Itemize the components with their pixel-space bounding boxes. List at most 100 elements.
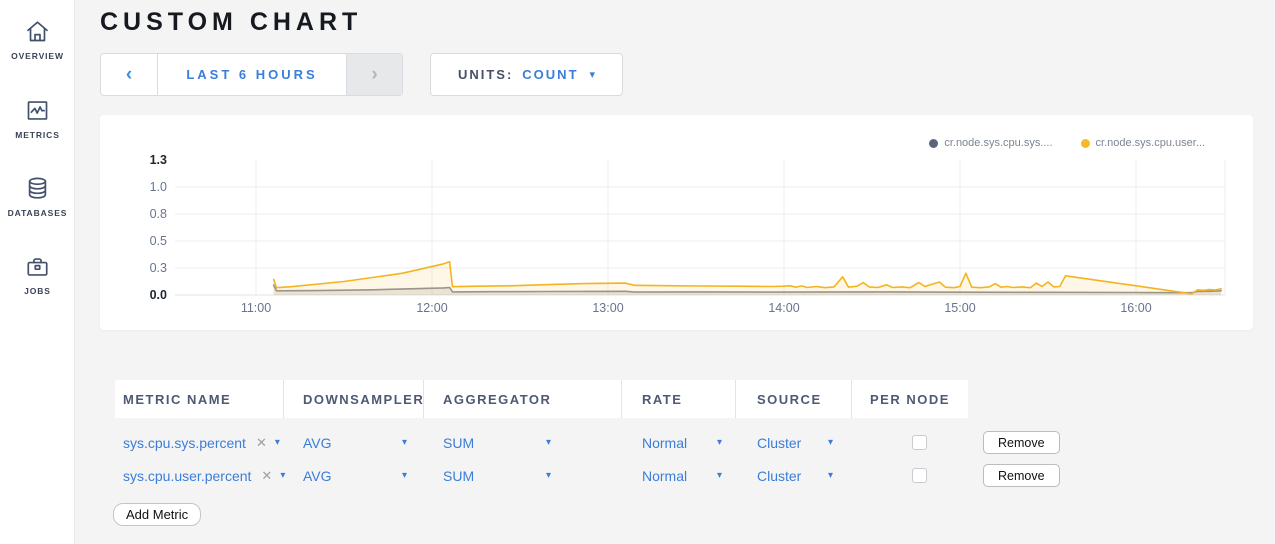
col-header-rate: RATE <box>622 380 736 418</box>
aggregator-select[interactable]: SUM ▾ <box>443 435 551 451</box>
svg-text:14:00: 14:00 <box>768 301 799 315</box>
svg-text:15:00: 15:00 <box>944 301 975 315</box>
metrics-icon <box>27 101 48 120</box>
col-header-source: SOURCE <box>736 380 852 418</box>
per-node-checkbox[interactable] <box>911 468 927 483</box>
sidebar: OVERVIEW METRICS DATABASES JOBS <box>0 0 75 544</box>
source-cell: Cluster ▾ <box>736 459 852 492</box>
source-select[interactable]: Cluster ▾ <box>757 468 833 484</box>
chevron-right-icon: › <box>371 63 378 85</box>
remove-button[interactable]: Remove <box>983 431 1060 454</box>
col-header-downsampler: DOWNSAMPLER <box>284 380 424 418</box>
units-value: COUNT <box>522 67 579 82</box>
time-range-selector: ‹ LAST 6 HOURS › <box>100 53 403 96</box>
select-value: Cluster <box>757 434 802 451</box>
table-row: sys.cpu.user.percent ✕ ▾ AVG ▾ SUM ▾ Nor… <box>115 459 1060 492</box>
select-value: Normal <box>642 467 688 484</box>
svg-text:16:00: 16:00 <box>1120 301 1151 315</box>
sidebar-item-jobs[interactable]: JOBS <box>0 253 75 296</box>
sidebar-item-label: METRICS <box>15 130 60 140</box>
metrics-table: METRIC NAME DOWNSAMPLER AGGREGATOR RATE … <box>115 380 1060 492</box>
time-range-prev-button[interactable]: ‹ <box>101 54 158 95</box>
col-header-aggregator: AGGREGATOR <box>424 380 622 418</box>
svg-text:11:00: 11:00 <box>241 301 271 315</box>
aggregator-cell: SUM ▾ <box>424 459 622 492</box>
units-label: UNITS: <box>457 67 514 82</box>
chevron-down-icon[interactable]: ▾ <box>280 470 286 481</box>
chevron-down-icon: ▾ <box>401 437 407 448</box>
sidebar-item-label: DATABASES <box>7 208 68 218</box>
remove-button[interactable]: Remove <box>983 464 1060 487</box>
select-value: AVG <box>303 434 332 451</box>
chevron-down-icon: ▾ <box>589 69 596 81</box>
svg-text:13:00: 13:00 <box>592 301 623 315</box>
units-dropdown[interactable]: UNITS: COUNT ▾ <box>430 53 623 96</box>
metric-name-select[interactable]: sys.cpu.user.percent <box>123 467 252 484</box>
sidebar-item-overview[interactable]: OVERVIEW <box>0 18 75 61</box>
time-range-next-button[interactable]: › <box>346 54 402 95</box>
downsampler-cell: AVG ▾ <box>284 426 424 459</box>
sidebar-item-label: OVERVIEW <box>11 51 64 61</box>
per-node-cell <box>852 426 968 459</box>
chevron-down-icon: ▾ <box>827 437 833 448</box>
legend-label: cr.node.sys.cpu.sys.... <box>944 137 1053 149</box>
select-value: AVG <box>303 467 332 484</box>
legend-label: cr.node.sys.cpu.user... <box>1095 137 1205 149</box>
chevron-left-icon: ‹ <box>125 63 133 85</box>
chart-panel: cr.node.sys.cpu.sys.... cr.node.sys.cpu.… <box>100 115 1253 330</box>
add-metric-button[interactable]: Add Metric <box>113 503 202 526</box>
svg-text:0.0: 0.0 <box>150 288 167 302</box>
time-range-dropdown[interactable]: LAST 6 HOURS <box>186 67 318 82</box>
svg-text:0.3: 0.3 <box>150 261 167 275</box>
chevron-down-icon[interactable]: ▾ <box>274 437 280 448</box>
rate-cell: Normal ▾ <box>622 459 736 492</box>
rate-select[interactable]: Normal ▾ <box>642 435 722 451</box>
svg-text:12:00: 12:00 <box>416 301 447 315</box>
table-row: sys.cpu.sys.percent ✕ ▾ AVG ▾ SUM ▾ Norm… <box>115 426 1060 459</box>
legend-item[interactable]: cr.node.sys.cpu.sys.... <box>929 137 1053 149</box>
svg-text:0.5: 0.5 <box>150 234 167 248</box>
metric-name-cell: sys.cpu.user.percent ✕ ▾ <box>115 459 286 492</box>
svg-text:0.8: 0.8 <box>150 207 167 221</box>
chevron-down-icon: ▾ <box>827 470 833 481</box>
aggregator-select[interactable]: SUM ▾ <box>443 468 551 484</box>
actions-cell: Remove <box>968 459 1060 492</box>
metrics-table-header: METRIC NAME DOWNSAMPLER AGGREGATOR RATE … <box>115 380 1060 418</box>
series-dot-icon <box>1080 138 1090 148</box>
aggregator-cell: SUM ▾ <box>424 426 622 459</box>
clear-icon[interactable]: ✕ <box>255 434 267 450</box>
downsampler-select[interactable]: AVG ▾ <box>303 435 407 451</box>
sidebar-item-label: JOBS <box>24 286 51 296</box>
actions-cell: Remove <box>968 426 1060 459</box>
clear-icon[interactable]: ✕ <box>261 467 273 483</box>
sidebar-item-databases[interactable]: DATABASES <box>0 175 75 218</box>
metric-name-select[interactable]: sys.cpu.sys.percent <box>123 434 246 451</box>
select-value: Cluster <box>757 467 802 484</box>
col-header-metric-name: METRIC NAME <box>115 380 284 418</box>
rate-cell: Normal ▾ <box>622 426 736 459</box>
select-value: SUM <box>443 434 475 451</box>
chevron-down-icon: ▾ <box>545 470 551 481</box>
source-cell: Cluster ▾ <box>736 426 852 459</box>
page-title: CUSTOM CHART <box>100 8 363 36</box>
databases-icon <box>28 177 47 199</box>
line-chart: 1.3 1.0 0.8 0.5 0.3 0.0 11:00 12:00 13:00 14:00 15… <box>150 153 1226 315</box>
downsampler-select[interactable]: AVG ▾ <box>303 468 407 484</box>
rate-select[interactable]: Normal ▾ <box>642 468 722 484</box>
downsampler-cell: AVG ▾ <box>284 459 424 492</box>
chevron-down-icon: ▾ <box>545 437 551 448</box>
svg-text:1.3: 1.3 <box>150 153 167 167</box>
select-value: Normal <box>642 434 688 451</box>
chart-legend: cr.node.sys.cpu.sys.... cr.node.sys.cpu.… <box>929 137 1205 149</box>
source-select[interactable]: Cluster ▾ <box>757 435 833 451</box>
chevron-down-icon: ▾ <box>716 470 722 481</box>
legend-item[interactable]: cr.node.sys.cpu.user... <box>1080 137 1205 149</box>
series-dot-icon <box>929 138 939 148</box>
chevron-down-icon: ▾ <box>401 470 407 481</box>
sidebar-item-metrics[interactable]: METRICS <box>0 97 75 140</box>
home-icon <box>27 21 48 42</box>
metric-name-cell: sys.cpu.sys.percent ✕ ▾ <box>115 426 284 459</box>
jobs-icon <box>27 258 48 276</box>
col-header-per-node: PER NODE <box>852 380 968 418</box>
per-node-checkbox[interactable] <box>911 435 927 450</box>
